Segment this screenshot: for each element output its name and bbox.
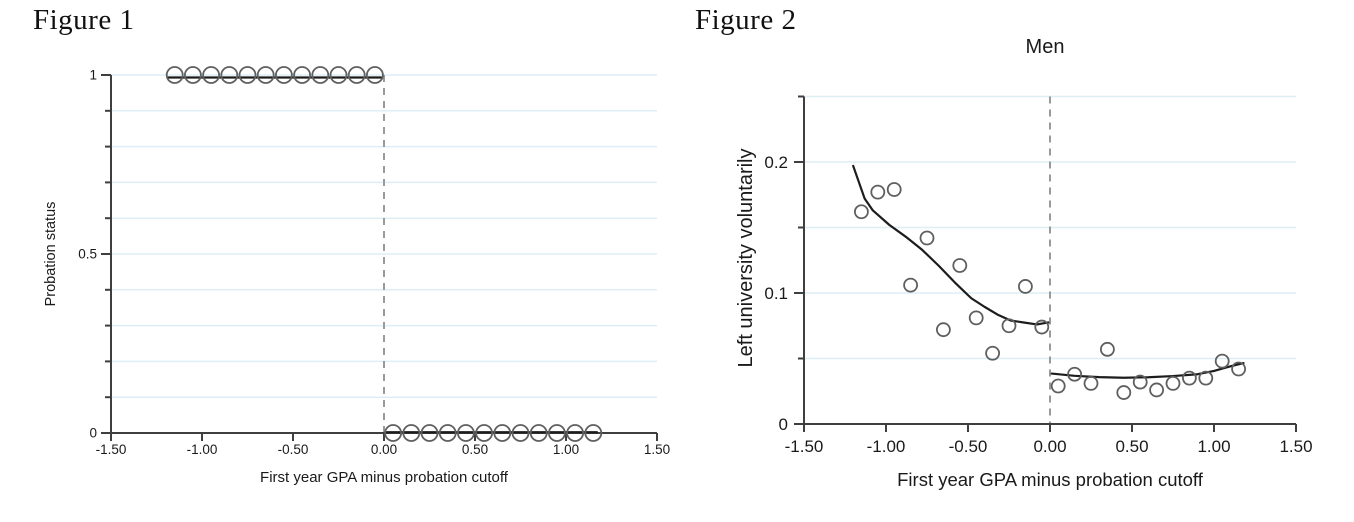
x-tick-label: -1.00	[187, 442, 218, 457]
data-point	[511, 424, 530, 442]
x-tick-label: 1.00	[1197, 437, 1230, 456]
data-point	[256, 66, 275, 84]
figure2-heading: Figure 2	[695, 4, 797, 36]
data-point	[1231, 361, 1246, 377]
y-tick-label: 0.1	[764, 284, 788, 303]
data-point	[1116, 385, 1132, 400]
data-point	[1083, 375, 1099, 391]
y-tick-label: 0.2	[764, 153, 788, 172]
data-point	[1198, 370, 1214, 386]
data-point	[1214, 353, 1230, 369]
data-point	[952, 258, 968, 273]
data-point	[529, 424, 548, 442]
data-point	[1034, 319, 1050, 335]
data-point	[402, 424, 421, 442]
data-point	[438, 424, 457, 442]
data-point	[220, 66, 239, 84]
x-tick-label: -0.50	[949, 437, 988, 456]
data-point	[870, 184, 886, 200]
data-point	[548, 424, 566, 442]
x-tick-label: -1.50	[96, 442, 127, 457]
x-axis-label: First year GPA minus probation cutoff	[260, 469, 509, 486]
data-point	[1182, 370, 1197, 386]
data-point	[1018, 279, 1033, 294]
data-point	[1050, 378, 1066, 394]
data-point	[311, 66, 330, 84]
data-point	[854, 204, 869, 220]
data-point	[1149, 382, 1164, 398]
data-point	[985, 345, 1000, 361]
data-point	[968, 310, 984, 326]
data-point	[365, 66, 384, 84]
data-point	[584, 424, 603, 442]
x-tick-label: 0.00	[371, 442, 397, 457]
data-point	[238, 66, 257, 84]
data-point	[903, 277, 918, 293]
data-point	[493, 424, 512, 442]
x-tick-label: -0.50	[278, 442, 309, 457]
y-axis-label: Probation status	[43, 202, 59, 307]
figure1-heading: Figure 1	[33, 4, 135, 36]
data-point	[329, 66, 348, 84]
chart-title: Men	[1026, 36, 1065, 58]
data-point	[1067, 366, 1082, 382]
x-tick-label: 0.50	[1115, 437, 1148, 456]
x-tick-label: 0.00	[1033, 437, 1066, 456]
x-tick-label: 0.50	[462, 442, 488, 457]
data-point	[1132, 374, 1148, 390]
data-point	[1001, 318, 1017, 334]
data-point	[475, 424, 494, 442]
data-point	[566, 424, 584, 442]
data-point	[1100, 341, 1115, 357]
fit-line	[852, 164, 1050, 326]
data-point	[165, 66, 184, 84]
data-point	[919, 230, 935, 246]
data-point	[274, 66, 293, 84]
x-tick-label: 1.50	[644, 442, 670, 457]
data-point	[936, 322, 951, 338]
y-axis-label: Left university voluntarily	[735, 149, 757, 368]
data-point	[202, 66, 221, 84]
y-tick-label: 1	[89, 68, 97, 83]
x-tick-label: -1.50	[785, 437, 824, 456]
x-axis-label: First year GPA minus probation cutoff	[897, 469, 1204, 490]
data-point	[347, 66, 366, 84]
data-point	[384, 424, 403, 442]
y-tick-label: 0	[89, 426, 97, 441]
x-tick-label: 1.50	[1279, 437, 1312, 456]
fit-line	[1050, 361, 1245, 379]
data-point	[293, 66, 312, 84]
data-point	[1165, 375, 1181, 391]
data-point	[183, 66, 202, 84]
data-point	[420, 424, 439, 442]
data-point	[886, 182, 902, 197]
x-tick-label: -1.00	[867, 437, 906, 456]
y-tick-label: 0	[779, 415, 788, 434]
y-tick-label: 0.5	[78, 247, 97, 262]
x-tick-label: 1.00	[553, 442, 579, 457]
data-point	[456, 424, 475, 442]
